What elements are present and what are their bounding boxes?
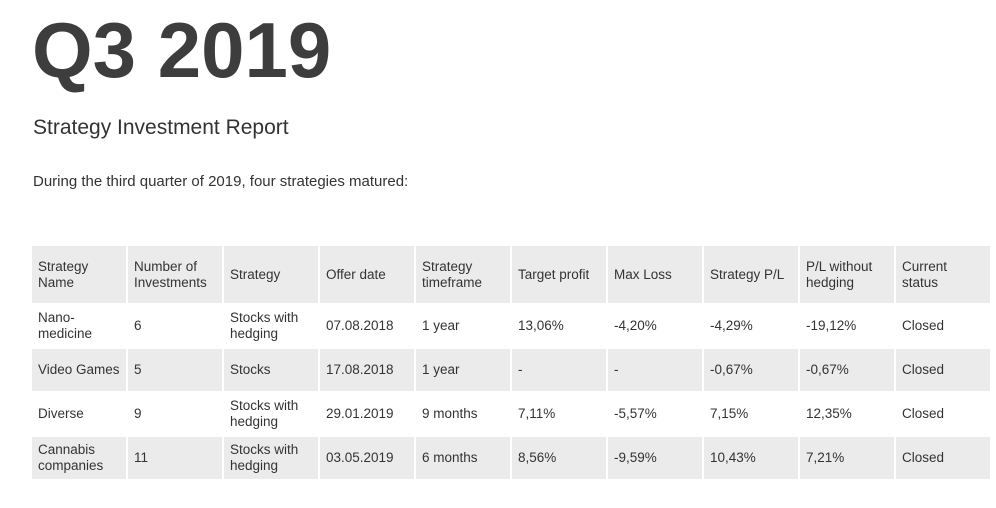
cell-target-profit: - [512, 349, 606, 391]
cell-offer-date: 07.08.2018 [320, 305, 414, 347]
table-row: Diverse 9 Stocks with hedging 29.01.2019… [32, 393, 990, 435]
cell-pl-without-hedging: 7,21% [800, 437, 894, 479]
header-pl-without-hedging: P/L without hedging [800, 246, 894, 303]
table-row: Video Games 5 Stocks 17.08.2018 1 year -… [32, 349, 990, 391]
cell-pl-without-hedging: -19,12% [800, 305, 894, 347]
header-current-status: Current status [896, 246, 990, 303]
cell-max-loss: - [608, 349, 702, 391]
cell-number-of-investments: 5 [128, 349, 222, 391]
cell-current-status: Closed [896, 393, 990, 435]
header-strategy: Strategy [224, 246, 318, 303]
cell-strategy-name: Video Games [32, 349, 126, 391]
cell-strategy-timeframe: 6 months [416, 437, 510, 479]
cell-current-status: Closed [896, 305, 990, 347]
table-row: Cannabis companies 11 Stocks with hedgin… [32, 437, 990, 479]
intro-text: During the third quarter of 2019, four s… [33, 173, 409, 190]
cell-offer-date: 29.01.2019 [320, 393, 414, 435]
cell-strategy-name: Cannabis companies [32, 437, 126, 479]
header-target-profit: Target profit [512, 246, 606, 303]
header-max-loss: Max Loss [608, 246, 702, 303]
cell-strategy-timeframe: 1 year [416, 349, 510, 391]
page-title: Q3 2019 [32, 6, 332, 94]
cell-number-of-investments: 11 [128, 437, 222, 479]
cell-offer-date: 17.08.2018 [320, 349, 414, 391]
table-body: Nano-medicine 6 Stocks with hedging 07.0… [32, 305, 990, 479]
header-row: Strategy Name Number of Investments Stra… [32, 246, 990, 303]
table-header: Strategy Name Number of Investments Stra… [32, 246, 990, 303]
cell-strategy: Stocks with hedging [224, 393, 318, 435]
cell-strategy: Stocks [224, 349, 318, 391]
cell-max-loss: -9,59% [608, 437, 702, 479]
cell-strategy-pl: -0,67% [704, 349, 798, 391]
cell-number-of-investments: 6 [128, 305, 222, 347]
cell-number-of-investments: 9 [128, 393, 222, 435]
cell-strategy-name: Diverse [32, 393, 126, 435]
cell-target-profit: 8,56% [512, 437, 606, 479]
cell-offer-date: 03.05.2019 [320, 437, 414, 479]
report-subtitle: Strategy Investment Report [33, 116, 289, 139]
cell-strategy-timeframe: 1 year [416, 305, 510, 347]
cell-current-status: Closed [896, 437, 990, 479]
header-strategy-name: Strategy Name [32, 246, 126, 303]
header-strategy-pl: Strategy P/L [704, 246, 798, 303]
cell-pl-without-hedging: -0,67% [800, 349, 894, 391]
strategy-table: Strategy Name Number of Investments Stra… [30, 244, 992, 481]
header-number-of-investments: Number of Investments [128, 246, 222, 303]
cell-strategy-pl: 10,43% [704, 437, 798, 479]
cell-strategy-timeframe: 9 months [416, 393, 510, 435]
cell-current-status: Closed [896, 349, 990, 391]
cell-strategy-pl: -4,29% [704, 305, 798, 347]
cell-strategy-name: Nano-medicine [32, 305, 126, 347]
cell-strategy: Stocks with hedging [224, 305, 318, 347]
header-strategy-timeframe: Strategy timeframe [416, 246, 510, 303]
cell-target-profit: 7,11% [512, 393, 606, 435]
cell-max-loss: -4,20% [608, 305, 702, 347]
cell-strategy-pl: 7,15% [704, 393, 798, 435]
table-row: Nano-medicine 6 Stocks with hedging 07.0… [32, 305, 990, 347]
cell-pl-without-hedging: 12,35% [800, 393, 894, 435]
cell-strategy: Stocks with hedging [224, 437, 318, 479]
cell-max-loss: -5,57% [608, 393, 702, 435]
cell-target-profit: 13,06% [512, 305, 606, 347]
header-offer-date: Offer date [320, 246, 414, 303]
